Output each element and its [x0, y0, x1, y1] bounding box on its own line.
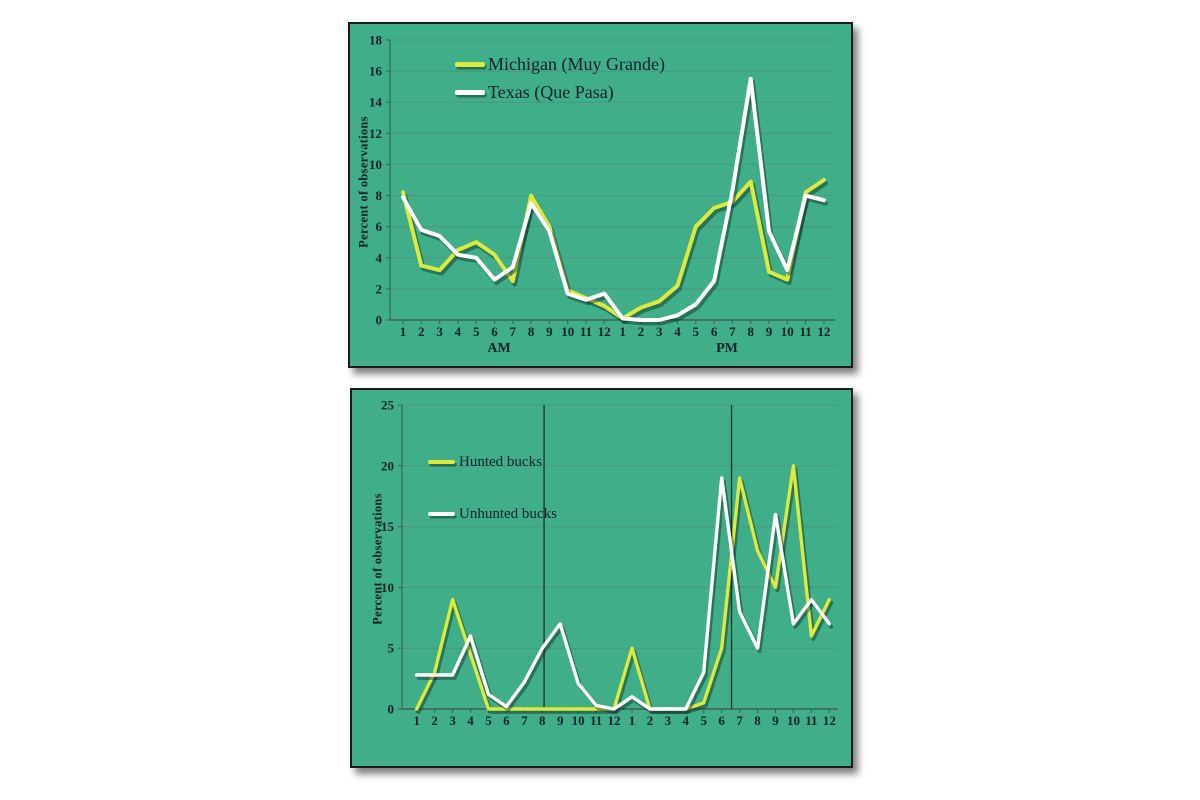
legend-label-michigan: Michigan (Muy Grande) [488, 53, 665, 74]
x-tick-label: 6 [503, 713, 510, 728]
legend: Hunted bucks Unhunted bucks [428, 452, 557, 556]
x-tick-label: 9 [557, 713, 564, 728]
y-tick-label: 2 [376, 281, 383, 296]
x-tick-label: 8 [539, 713, 546, 728]
x-tick-label: 7 [729, 324, 736, 339]
series-shadow-michigan-muy-grande [402, 180, 829, 324]
y-tick-label: 6 [376, 219, 383, 234]
x-tick-label: 4 [674, 324, 681, 339]
am-label: AM [487, 341, 511, 356]
x-tick-label: 7 [736, 713, 743, 728]
legend-item-hunted-bucks: Hunted bucks [428, 452, 557, 472]
x-tick-label: 5 [485, 713, 492, 728]
x-tick-label: 1 [629, 713, 636, 728]
x-tick-label: 12 [608, 713, 621, 728]
series-line-unhunted-bucks [414, 476, 831, 711]
series-shadow-texas-que-pasa [402, 79, 829, 326]
legend-item-texas: Texas (Que Pasa) [455, 78, 665, 106]
unhunted-bucks-line-swatch [428, 511, 455, 517]
x-tick-label: 1 [413, 713, 420, 728]
x-tick-label: 4 [455, 324, 462, 339]
legend-label-unhunted-bucks: Unhunted bucks [459, 505, 557, 522]
y-tick-label: 16 [369, 64, 383, 79]
series-line-texas-que-pasa [401, 76, 826, 322]
y-tick-label: 25 [381, 398, 395, 413]
x-tick-label: 1 [619, 324, 626, 339]
x-tick-label: 6 [711, 324, 718, 339]
x-tick-label: 11 [590, 713, 602, 728]
x-tick-label: 4 [467, 713, 474, 728]
x-tick-label: 9 [546, 324, 553, 339]
x-tick-label: 4 [683, 713, 690, 728]
x-tick-label: 5 [693, 324, 700, 339]
x-tick-label: 8 [754, 713, 761, 728]
y-tick-label: 18 [369, 33, 383, 48]
x-tick-label: 7 [510, 324, 517, 339]
y-axis-title: Percent of observations [370, 493, 385, 625]
x-tick-label: 2 [638, 324, 645, 339]
x-tick-label: 2 [418, 324, 425, 339]
y-tick-label: 15 [381, 519, 395, 534]
x-tick-label: 3 [449, 713, 456, 728]
x-tick-label: 11 [580, 324, 592, 339]
y-tick-label: 12 [369, 126, 382, 141]
x-tick-label: 5 [473, 324, 480, 339]
x-tick-label: 5 [700, 713, 707, 728]
x-tick-label: 12 [823, 713, 836, 728]
x-tick-label: 12 [817, 324, 830, 339]
x-tick-label: 1 [400, 324, 407, 339]
y-tick-label: 20 [381, 458, 394, 473]
legend-item-unhunted-bucks: Unhunted bucks [428, 504, 557, 524]
x-tick-label: 3 [656, 324, 663, 339]
y-tick-label: 14 [369, 95, 383, 110]
x-tick-label: 3 [436, 324, 443, 339]
texas-line-swatch [455, 89, 485, 95]
y-tick-label: 10 [369, 157, 382, 172]
pm-label: PM [716, 341, 738, 356]
y-tick-label: 0 [376, 313, 383, 328]
x-tick-label: 12 [598, 324, 611, 339]
x-tick-label: 3 [665, 713, 672, 728]
x-tick-label: 2 [431, 713, 438, 728]
x-tick-label: 10 [781, 324, 794, 339]
legend: Michigan (Muy Grande) Texas (Que Pasa) [455, 50, 665, 106]
series-line-hunted-bucks [414, 464, 831, 711]
x-tick-label: 2 [647, 713, 654, 728]
chart-panel-ranch-comparison: 0 2 4 6 8 10 12 14 16 18 1 2 3 4 5 6 7 8 9 10 11 12 1 2 3 4 5 6 7 8 9 1… [348, 22, 853, 368]
x-tick-label: 6 [491, 324, 498, 339]
y-tick-label: 4 [376, 250, 383, 265]
michigan-line-swatch [455, 61, 485, 67]
legend-label-texas: Texas (Que Pasa) [488, 81, 614, 102]
y-tick-label: 0 [388, 702, 395, 717]
x-tick-label: 7 [521, 713, 528, 728]
x-tick-label: 8 [528, 324, 535, 339]
x-tick-label: 11 [799, 324, 811, 339]
x-tick-label: 9 [766, 324, 773, 339]
x-tick-label: 10 [787, 713, 800, 728]
y-tick-label: 8 [376, 188, 383, 203]
legend-item-michigan: Michigan (Muy Grande) [455, 50, 665, 78]
chart-panel-hunted-vs-unhunted: 0 5 10 15 20 25 1 2 3 4 5 6 7 8 9 10 11 12 1 2 3 4 5 6 7 8 9 10 11 12… [350, 388, 853, 768]
x-tick-label: 11 [805, 713, 817, 728]
series-line-michigan-muy-grande [401, 178, 826, 321]
x-tick-label: 10 [561, 324, 574, 339]
legend-label-hunted-bucks: Hunted bucks [459, 453, 542, 470]
y-tick-label: 10 [381, 580, 394, 595]
y-tick-label: 5 [388, 641, 395, 656]
hunted-bucks-line-swatch [428, 459, 455, 465]
y-axis-title: Percent of observations [356, 116, 371, 248]
x-tick-label: 9 [772, 713, 779, 728]
x-tick-label: 6 [718, 713, 725, 728]
x-tick-label: 8 [747, 324, 754, 339]
x-tick-label: 10 [572, 713, 585, 728]
